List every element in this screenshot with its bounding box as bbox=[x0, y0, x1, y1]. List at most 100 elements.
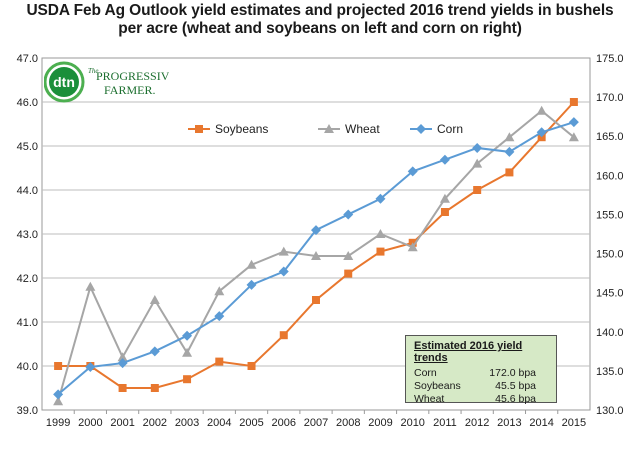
x-axis-ticks: 1999 2000 2001 2002 2003 2004 2005 2006 2007 2008… bbox=[46, 410, 586, 429]
y-tick-label: 39.0 bbox=[17, 405, 38, 417]
y2-tick-label: 150.0 bbox=[596, 249, 624, 261]
y2-tick-label: 145.0 bbox=[596, 288, 624, 300]
series-layer bbox=[53, 98, 579, 406]
data-point-corn bbox=[311, 225, 321, 236]
data-point-corn bbox=[439, 154, 450, 165]
data-point-soybeans bbox=[247, 362, 256, 370]
logo-graphic: dtn The PROGRESSIVE FARMER. bbox=[43, 61, 177, 103]
y2-tick-label: 160.0 bbox=[596, 170, 624, 182]
x-tick-label: 2009 bbox=[368, 417, 392, 429]
estimate-name: Wheat bbox=[414, 393, 445, 405]
series-wheat bbox=[53, 105, 579, 406]
y2-tick-label: 175.0 bbox=[596, 53, 624, 65]
x-tick-label: 2011 bbox=[433, 417, 457, 429]
x-tick-label: 2007 bbox=[304, 417, 328, 429]
estimates-heading: Estimated 2016 yield trends bbox=[414, 340, 523, 364]
data-point-wheat bbox=[375, 229, 386, 238]
y-axis-left-ticks: 39.0 40.0 41.0 42.0 43.0 44.0 45.0 46.0 47.0 bbox=[17, 53, 38, 417]
data-point-corn bbox=[182, 330, 193, 341]
data-point-wheat bbox=[214, 286, 225, 296]
data-point-soybeans bbox=[54, 362, 63, 370]
data-point-corn bbox=[343, 209, 354, 220]
y-tick-label: 44.0 bbox=[17, 185, 38, 197]
data-point-soybeans bbox=[279, 331, 288, 340]
data-point-corn bbox=[472, 142, 483, 153]
y-tick-label: 42.0 bbox=[17, 273, 38, 285]
data-point-soybeans bbox=[376, 247, 385, 256]
dtn-progressive-farmer-logo: dtn The PROGRESSIVE FARMER. bbox=[43, 60, 177, 105]
y-tick-label: 47.0 bbox=[17, 53, 38, 65]
legend-marker-wheat bbox=[324, 124, 334, 133]
estimate-name: Soybeans bbox=[414, 380, 461, 392]
estimates-box: Estimated 2016 yield trends Corn 172.0 b… bbox=[405, 335, 557, 405]
data-point-soybeans bbox=[505, 168, 514, 177]
x-tick-label: 2012 bbox=[465, 417, 489, 429]
x-tick-label: 2006 bbox=[272, 417, 296, 429]
estimate-row-soybeans: Soybeans 45.5 bpa bbox=[414, 380, 556, 393]
x-tick-label: 2014 bbox=[529, 417, 553, 429]
legend-item-wheat: Wheat bbox=[318, 122, 380, 136]
data-point-wheat bbox=[117, 352, 128, 362]
logo-small: The bbox=[88, 67, 99, 75]
data-point-wheat bbox=[278, 246, 289, 256]
logo-mark: dtn bbox=[53, 74, 75, 90]
data-point-wheat bbox=[504, 132, 515, 142]
legend-item-soybeans: Soybeans bbox=[188, 122, 268, 136]
y2-tick-label: 165.0 bbox=[596, 131, 624, 143]
x-tick-label: 2008 bbox=[336, 417, 360, 429]
data-point-corn bbox=[504, 146, 515, 157]
x-tick-label: 2010 bbox=[400, 417, 424, 429]
x-tick-label: 2005 bbox=[239, 417, 263, 429]
data-point-wheat bbox=[343, 251, 354, 260]
legend: Soybeans Wheat Corn bbox=[188, 122, 463, 136]
data-point-corn bbox=[536, 127, 547, 138]
legend-label-soybeans: Soybeans bbox=[215, 122, 268, 136]
data-point-wheat bbox=[246, 259, 257, 269]
y-tick-label: 45.0 bbox=[17, 141, 38, 153]
estimate-value: 172.0 bpa bbox=[489, 367, 536, 379]
x-tick-label: 2000 bbox=[78, 417, 102, 429]
data-point-corn bbox=[85, 361, 96, 372]
y2-tick-label: 170.0 bbox=[596, 92, 624, 104]
legend-label-wheat: Wheat bbox=[345, 122, 380, 136]
data-point-corn bbox=[568, 117, 579, 128]
legend-item-corn: Corn bbox=[410, 122, 463, 136]
logo-line1: PROGRESSIVE bbox=[96, 69, 169, 83]
y2-tick-label: 135.0 bbox=[596, 366, 624, 378]
data-point-soybeans bbox=[440, 208, 449, 216]
legend-marker-soybeans bbox=[195, 125, 203, 133]
data-point-soybeans bbox=[344, 269, 353, 278]
data-point-wheat bbox=[536, 105, 547, 115]
data-point-wheat bbox=[311, 251, 321, 260]
data-point-corn bbox=[214, 311, 225, 322]
legend-label-corn: Corn bbox=[437, 122, 463, 136]
y2-tick-label: 140.0 bbox=[596, 327, 624, 339]
data-point-soybeans bbox=[569, 98, 578, 106]
data-point-corn bbox=[246, 279, 257, 290]
x-tick-label: 2013 bbox=[497, 417, 521, 429]
y-axis-right-ticks: 130.0 135.0 140.0 145.0 150.0 155.0 160.0 165.0… bbox=[596, 53, 624, 417]
x-tick-label: 2002 bbox=[143, 417, 167, 429]
y-tick-label: 40.0 bbox=[17, 361, 38, 373]
logo-line2: FARMER. bbox=[104, 83, 155, 97]
x-tick-label: 2015 bbox=[562, 417, 586, 429]
data-point-soybeans bbox=[312, 296, 320, 304]
data-point-soybeans bbox=[118, 384, 127, 392]
y2-tick-label: 130.0 bbox=[596, 405, 624, 417]
data-point-soybeans bbox=[183, 375, 192, 384]
data-point-wheat bbox=[407, 242, 418, 252]
data-point-wheat bbox=[568, 132, 579, 142]
y-tick-label: 41.0 bbox=[17, 317, 38, 329]
data-point-soybeans bbox=[215, 357, 224, 366]
y2-tick-label: 155.0 bbox=[596, 209, 624, 221]
estimate-name: Corn bbox=[414, 367, 437, 379]
estimate-row-corn: Corn 172.0 bpa bbox=[414, 367, 556, 380]
data-point-wheat bbox=[439, 193, 450, 203]
data-point-corn bbox=[278, 266, 289, 277]
data-point-wheat bbox=[472, 158, 483, 168]
data-point-wheat bbox=[182, 347, 193, 357]
chart-title: USDA Feb Ag Outlook yield estimates and … bbox=[26, 2, 614, 37]
data-point-corn bbox=[53, 389, 64, 400]
y-tick-label: 46.0 bbox=[17, 97, 38, 109]
